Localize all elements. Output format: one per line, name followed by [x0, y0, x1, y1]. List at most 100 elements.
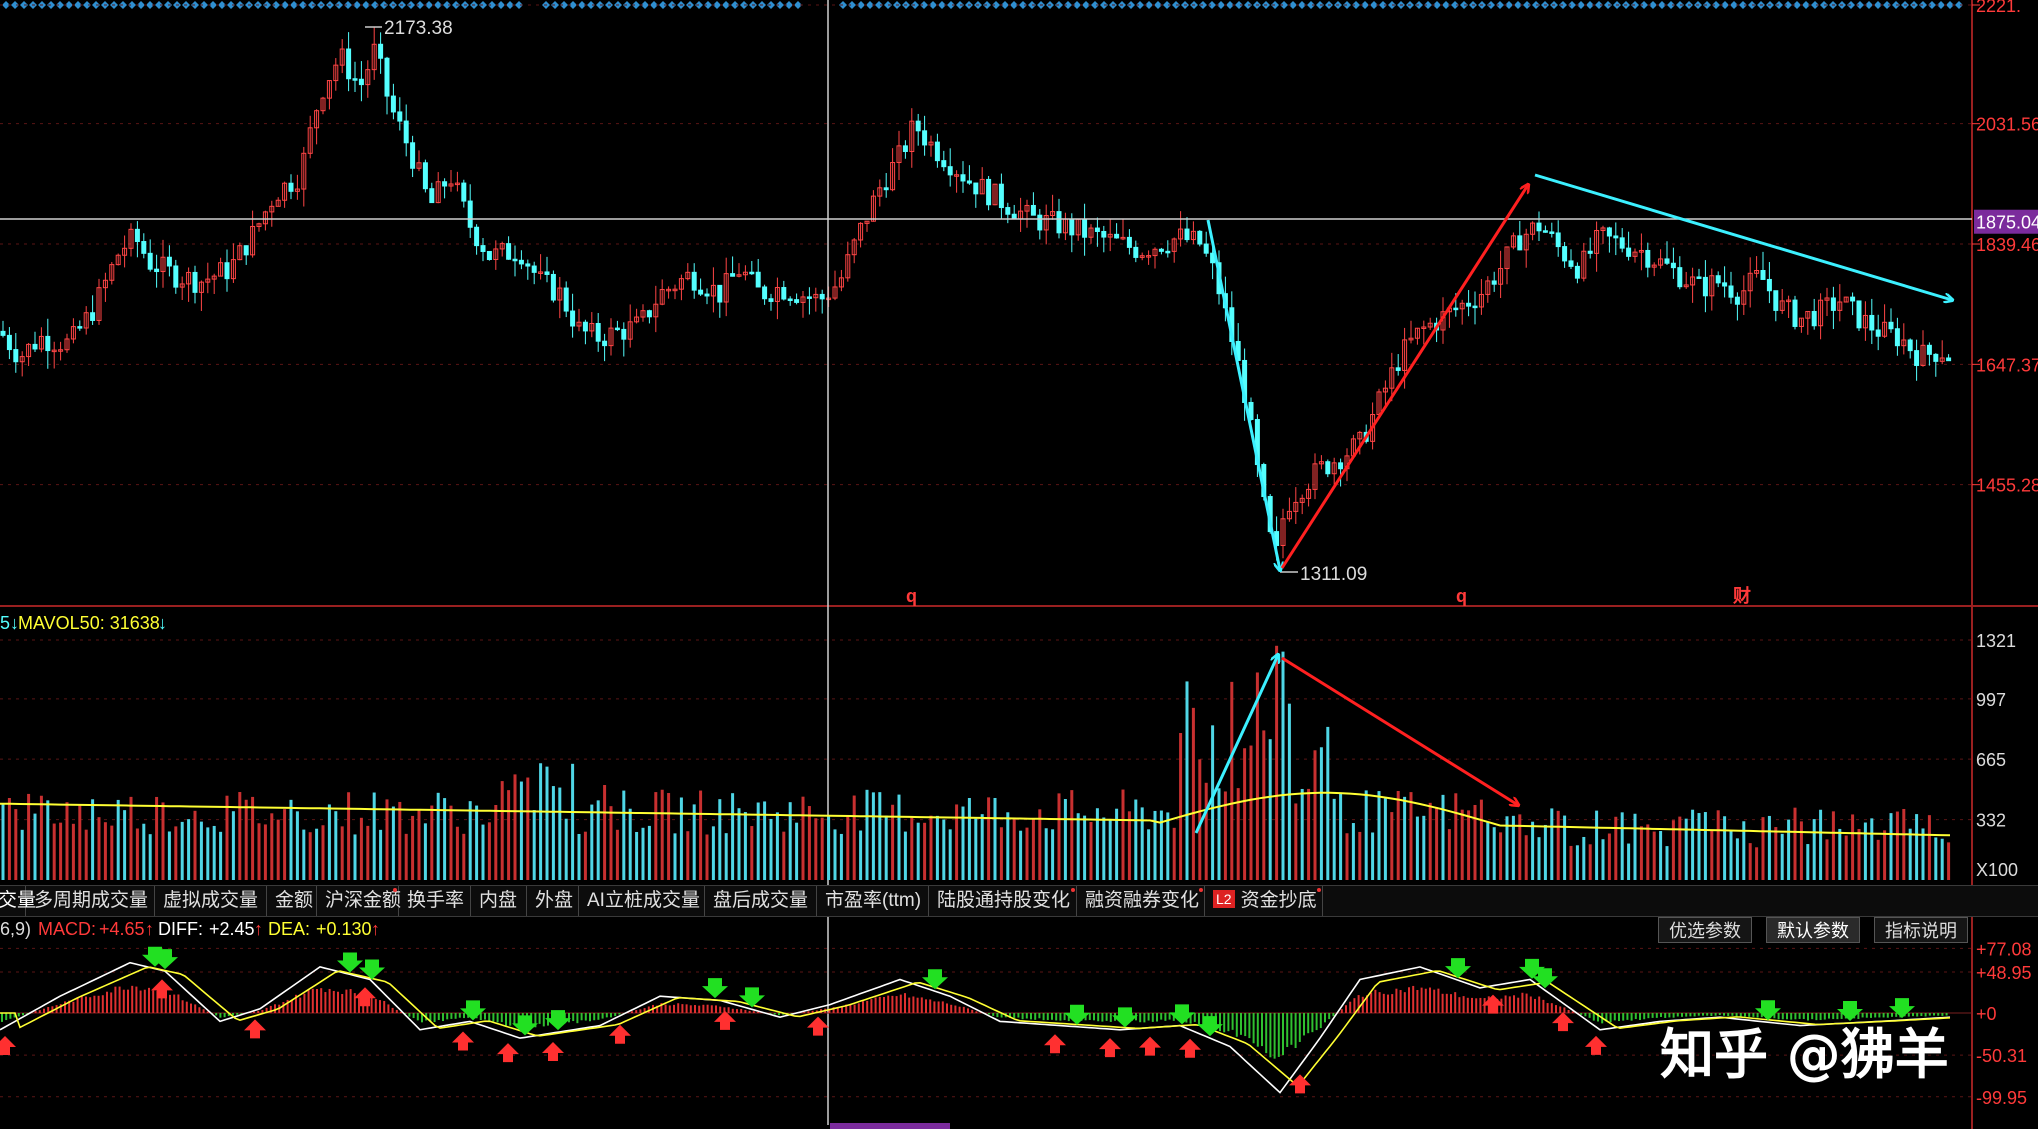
candle-body — [429, 188, 435, 204]
volume-bar — [545, 766, 549, 880]
candle-body — [646, 310, 652, 318]
volume-bar — [97, 817, 101, 880]
volume-bar — [276, 819, 280, 880]
candle-body — [570, 310, 576, 327]
indicator-tab[interactable]: 虚拟成交量 — [155, 886, 267, 916]
volume-bar — [1179, 733, 1183, 880]
candle-body — [262, 211, 268, 225]
volume-bar — [52, 823, 56, 880]
volume-bar — [398, 801, 402, 880]
sell-signal-icon — [460, 1000, 486, 1021]
candle-body — [1114, 233, 1120, 239]
volume-bar — [1915, 814, 1919, 880]
candle-body — [371, 43, 377, 71]
optimal-params-button[interactable]: 优选参数 — [1658, 917, 1752, 943]
volume-bar — [1083, 815, 1087, 880]
volume-bar — [334, 811, 338, 880]
candle-body — [1120, 236, 1126, 240]
default-params-button[interactable]: 默认参数 — [1766, 917, 1860, 943]
indicator-tab[interactable]: 外盘 — [527, 886, 579, 916]
volume-bar — [1627, 843, 1631, 880]
buy-signal-icon — [1482, 994, 1504, 1014]
buy-signal-icon — [1179, 1038, 1201, 1058]
indicator-tab[interactable]: L2 资金抄底 — [1205, 886, 1323, 916]
volume-bar — [411, 815, 415, 880]
volume-bar — [487, 822, 491, 880]
volume-bar — [526, 777, 530, 880]
volume-bar — [1927, 815, 1931, 880]
indicator-tab-label: AI立桩成交量 — [587, 890, 700, 911]
candle-body — [1702, 276, 1708, 297]
candle-body — [1459, 302, 1465, 310]
volume-bar — [910, 817, 914, 880]
bottom-scroll-indicator[interactable] — [830, 1123, 950, 1129]
volume-bar — [1742, 821, 1746, 880]
volume-bar — [475, 805, 479, 880]
buy-signal-icon — [1552, 1012, 1574, 1032]
candle-body — [685, 271, 691, 280]
buy-signal-icon — [714, 1010, 736, 1030]
volume-bar — [1710, 829, 1714, 880]
volume-bar — [449, 805, 453, 880]
candle-body — [160, 256, 166, 273]
indicator-tab[interactable]: 交量 — [0, 886, 36, 916]
volume-bar — [1204, 782, 1208, 880]
indicator-tab[interactable]: 沪深金额 — [317, 886, 401, 916]
volume-bar — [155, 796, 159, 880]
candle-body — [1760, 270, 1766, 280]
volume-bar — [539, 763, 543, 880]
volume-bar — [884, 815, 888, 880]
volume-axis: 1321 997 665 332 X100 — [1976, 631, 2018, 880]
volume-bar — [1326, 726, 1330, 880]
indicator-help-button[interactable]: 指标说明 — [1874, 917, 1968, 943]
candle-body — [1811, 310, 1817, 327]
volume-bar — [1441, 794, 1445, 880]
signal-diamond — [776, 1, 784, 9]
candle-body — [1504, 246, 1510, 270]
volume-bar — [1172, 827, 1176, 880]
candle-body — [198, 281, 204, 293]
volume-bar — [859, 830, 863, 880]
candle-body — [1741, 290, 1747, 305]
sell-signal-icon — [1445, 958, 1471, 979]
indicator-tab[interactable]: 内盘 — [471, 886, 527, 916]
signal-diamond — [1883, 1, 1891, 9]
candle-body — [1306, 488, 1312, 499]
signal-diamond — [128, 1, 136, 9]
indicator-tab[interactable]: AI立桩成交量 — [579, 886, 705, 916]
indicator-tab[interactable]: 陆股通持股变化 — [929, 886, 1077, 916]
candle-body — [538, 271, 544, 274]
volume-bar — [948, 829, 952, 880]
signal-diamond — [1280, 1, 1288, 9]
volume-bar — [1812, 819, 1816, 880]
signal-diamond — [434, 1, 442, 9]
candle-body — [224, 262, 230, 280]
candle-body — [1670, 262, 1676, 269]
indicator-tab[interactable]: 融资融券变化 — [1077, 886, 1205, 916]
volume-bar — [1025, 827, 1029, 880]
candle-body — [698, 289, 704, 295]
indicator-tab[interactable]: 多周期成交量 — [26, 886, 155, 916]
candle-body — [909, 120, 915, 152]
candle-body — [1709, 275, 1715, 297]
signal-diamond — [353, 1, 361, 9]
candle-body — [1875, 329, 1881, 337]
indicator-tab[interactable]: 市盈率(ttm) — [817, 886, 929, 916]
volume-bar — [91, 799, 95, 880]
volume-bar — [660, 789, 664, 880]
candle-body — [800, 296, 806, 303]
volume-bar — [302, 829, 306, 880]
candle-body — [128, 228, 134, 249]
signal-diamond — [857, 1, 865, 9]
indicator-tab[interactable]: 盘后成交量 — [705, 886, 817, 916]
candle-body — [602, 340, 608, 347]
volume-bar — [916, 822, 920, 880]
indicator-tab[interactable]: 金额 — [267, 886, 317, 916]
volume-bar — [283, 809, 287, 880]
volume-bar — [1838, 828, 1842, 880]
candle-body — [186, 271, 192, 285]
indicator-tab[interactable]: 换手率 — [399, 886, 471, 916]
volume-bar — [891, 804, 895, 880]
